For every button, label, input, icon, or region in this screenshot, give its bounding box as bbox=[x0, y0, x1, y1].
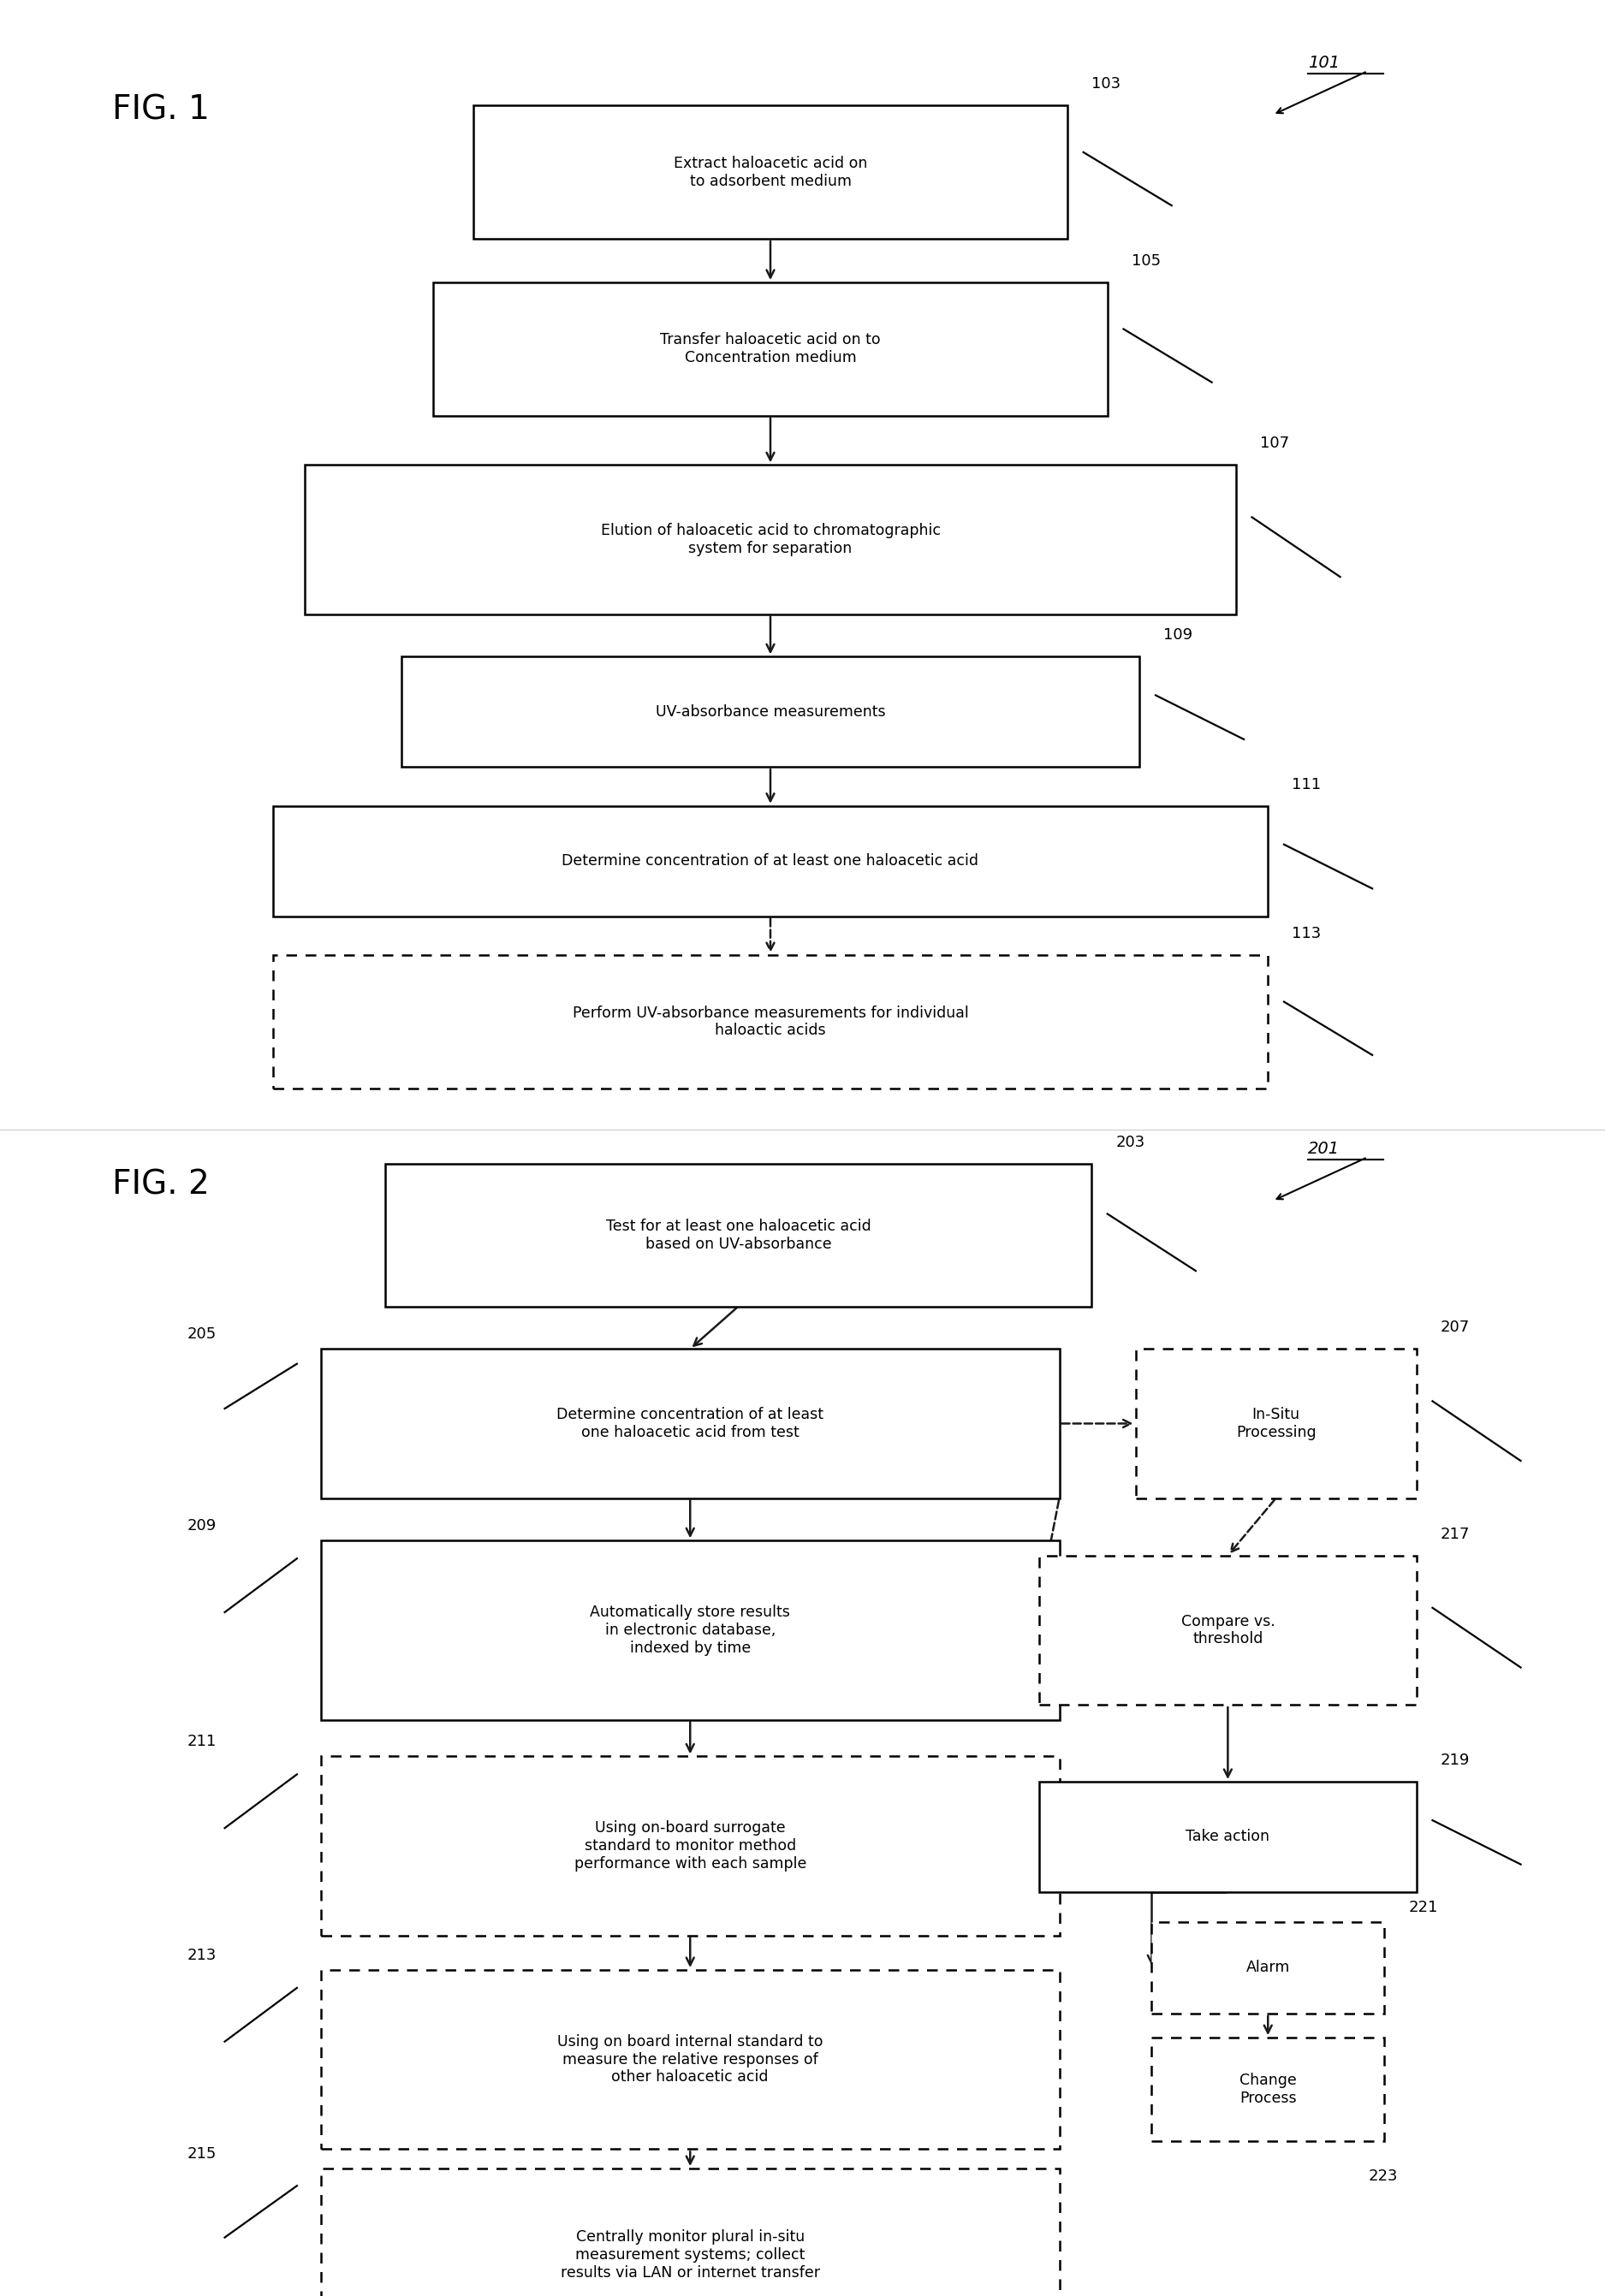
Text: 201: 201 bbox=[1308, 1141, 1340, 1157]
FancyBboxPatch shape bbox=[273, 955, 1268, 1088]
Text: 105: 105 bbox=[1132, 253, 1160, 269]
FancyBboxPatch shape bbox=[1136, 1348, 1417, 1497]
Text: Using on board internal standard to
measure the relative responses of
other halo: Using on board internal standard to meas… bbox=[557, 2034, 823, 2085]
FancyBboxPatch shape bbox=[1152, 1922, 1384, 2014]
FancyBboxPatch shape bbox=[433, 282, 1107, 416]
Text: 109: 109 bbox=[1164, 627, 1193, 643]
FancyBboxPatch shape bbox=[321, 1970, 1059, 2149]
Text: Change
Process: Change Process bbox=[1239, 2073, 1297, 2105]
Text: Automatically store results
in electronic database,
indexed by time: Automatically store results in electroni… bbox=[591, 1605, 790, 1655]
FancyBboxPatch shape bbox=[1152, 2039, 1384, 2140]
FancyBboxPatch shape bbox=[385, 1164, 1091, 1306]
Text: Test for at least one haloacetic acid
based on UV-absorbance: Test for at least one haloacetic acid ba… bbox=[605, 1219, 872, 1251]
Text: 103: 103 bbox=[1091, 76, 1120, 92]
FancyBboxPatch shape bbox=[305, 464, 1236, 613]
FancyBboxPatch shape bbox=[473, 106, 1067, 239]
Text: Using on-board surrogate
standard to monitor method
performance with each sample: Using on-board surrogate standard to mon… bbox=[575, 1821, 806, 1871]
Text: 217: 217 bbox=[1441, 1527, 1470, 1543]
FancyBboxPatch shape bbox=[401, 657, 1140, 767]
FancyBboxPatch shape bbox=[321, 1541, 1059, 1720]
Text: 111: 111 bbox=[1292, 776, 1321, 792]
Text: Transfer haloacetic acid on to
Concentration medium: Transfer haloacetic acid on to Concentra… bbox=[660, 333, 881, 365]
Text: 213: 213 bbox=[188, 1947, 217, 1963]
Text: 113: 113 bbox=[1292, 925, 1321, 941]
Text: UV-absorbance measurements: UV-absorbance measurements bbox=[655, 705, 886, 719]
Text: 207: 207 bbox=[1441, 1320, 1470, 1336]
Text: Determine concentration of at least one haloacetic acid: Determine concentration of at least one … bbox=[562, 854, 979, 868]
Text: Perform UV-absorbance measurements for individual
haloactic acids: Perform UV-absorbance measurements for i… bbox=[573, 1006, 968, 1038]
Text: In-Situ
Processing: In-Situ Processing bbox=[1236, 1407, 1316, 1440]
FancyBboxPatch shape bbox=[321, 1348, 1059, 1497]
Text: FIG. 1: FIG. 1 bbox=[112, 94, 210, 126]
Text: Elution of haloacetic acid to chromatographic
system for separation: Elution of haloacetic acid to chromatogr… bbox=[600, 523, 941, 556]
Text: Compare vs.
threshold: Compare vs. threshold bbox=[1181, 1614, 1274, 1646]
Text: 205: 205 bbox=[188, 1327, 217, 1341]
Text: Alarm: Alarm bbox=[1245, 1961, 1290, 1975]
Text: 221: 221 bbox=[1409, 1899, 1438, 1915]
Text: Take action: Take action bbox=[1186, 1830, 1270, 1844]
Text: 223: 223 bbox=[1367, 2167, 1398, 2183]
Text: FIG. 2: FIG. 2 bbox=[112, 1169, 210, 1201]
FancyBboxPatch shape bbox=[1040, 1557, 1417, 1704]
FancyBboxPatch shape bbox=[273, 806, 1268, 916]
FancyBboxPatch shape bbox=[321, 2167, 1059, 2296]
Text: 107: 107 bbox=[1260, 436, 1289, 450]
Text: 203: 203 bbox=[1115, 1134, 1144, 1150]
FancyBboxPatch shape bbox=[1040, 1782, 1417, 1892]
Text: 101: 101 bbox=[1308, 55, 1340, 71]
Text: 211: 211 bbox=[188, 1733, 217, 1750]
Text: Extract haloacetic acid on
to adsorbent medium: Extract haloacetic acid on to adsorbent … bbox=[674, 156, 867, 188]
Text: 219: 219 bbox=[1441, 1752, 1470, 1768]
Text: Determine concentration of at least
one haloacetic acid from test: Determine concentration of at least one … bbox=[557, 1407, 823, 1440]
Text: 215: 215 bbox=[188, 2147, 217, 2163]
FancyBboxPatch shape bbox=[321, 1756, 1059, 1936]
Text: 209: 209 bbox=[188, 1518, 217, 1534]
Text: Centrally monitor plural in-situ
measurement systems; collect
results via LAN or: Centrally monitor plural in-situ measure… bbox=[560, 2229, 820, 2280]
